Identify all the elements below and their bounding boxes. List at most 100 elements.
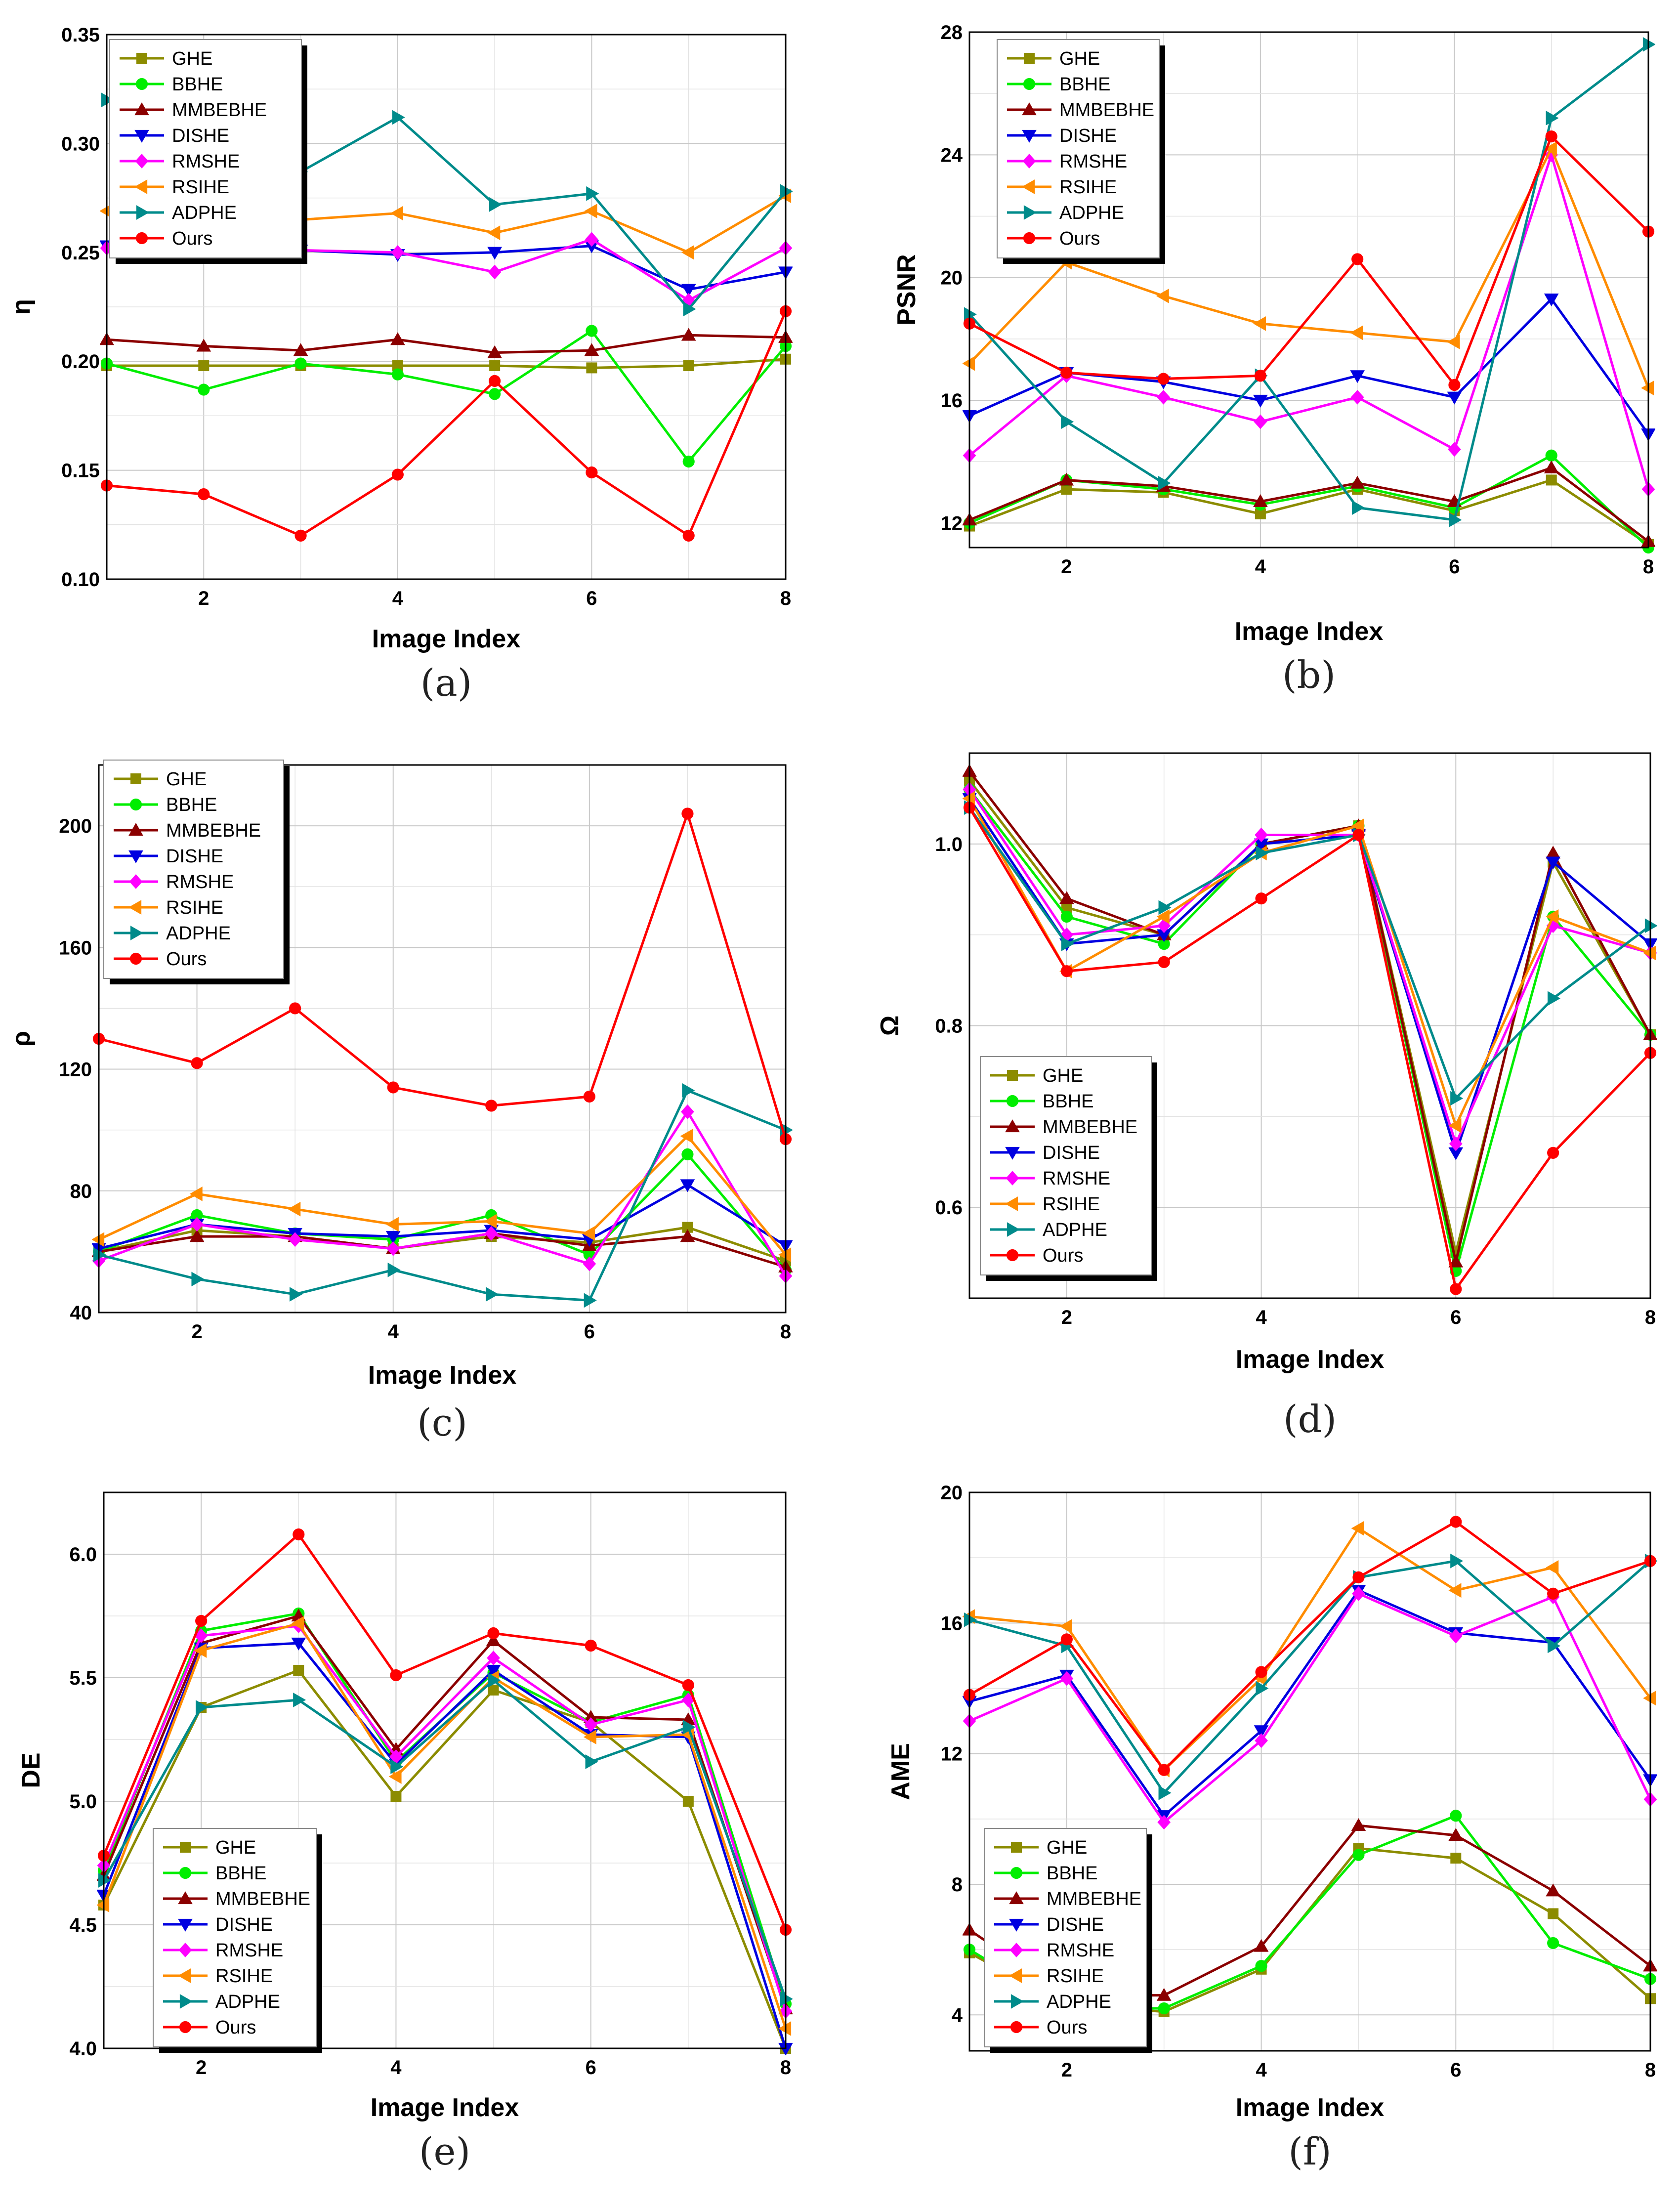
data-point-ours [1157, 373, 1170, 385]
x-tick-label: 4 [392, 588, 404, 609]
x-tick-label: 8 [1645, 2059, 1656, 2081]
legend-label-bbhe: BBHE [1047, 1863, 1097, 1884]
data-point-ours [1547, 1587, 1559, 1600]
data-point-rmshe [1254, 414, 1267, 429]
data-point-ours [294, 529, 307, 542]
x-tick-label: 6 [1450, 1307, 1461, 1328]
y-tick-label: 0.6 [935, 1197, 963, 1219]
series-line-rmshe [969, 1592, 1652, 1824]
data-point-rsihe [778, 1247, 792, 1262]
data-point-ghe [1450, 1853, 1462, 1864]
data-point-ours [586, 466, 598, 479]
data-point-mmbebhe [1059, 472, 1074, 486]
data-point-adphe [390, 1759, 404, 1774]
series-line-ghe [969, 478, 1649, 546]
panel-caption: (e) [419, 2129, 470, 2173]
x-tick-label: 2 [196, 2057, 207, 2079]
data-point-rmshe [1060, 1671, 1074, 1686]
data-point-ours [289, 1002, 301, 1015]
data-point-ours [1352, 1571, 1365, 1583]
data-point-ghe [293, 1665, 304, 1676]
legend-label-rmshe: RMSHE [1043, 1168, 1110, 1189]
data-point-ours [1158, 956, 1170, 968]
legend-marker-mmbebhe [178, 1891, 193, 1905]
legend-label-rsihe: RSIHE [1043, 1194, 1100, 1215]
series-line-ghe [102, 1669, 787, 2049]
x-tick-label: 8 [780, 2057, 791, 2079]
data-point-ours [195, 1614, 208, 1627]
y-tick-label: 0.15 [61, 460, 100, 482]
data-point-ours [390, 1669, 402, 1682]
data-point-rmshe [389, 1749, 403, 1764]
data-point-bbhe [489, 388, 501, 400]
y-tick-label: 4.5 [69, 1914, 97, 1936]
legend-marker-rmshe [1009, 1943, 1023, 1957]
data-point-rsihe [385, 1217, 399, 1232]
legend-marker-bbhe [135, 78, 148, 90]
legend-label-rmshe: RMSHE [1059, 151, 1127, 172]
y-tick-label: 0.20 [61, 351, 100, 373]
data-point-adphe [191, 1272, 205, 1287]
series-line-ours [106, 310, 787, 537]
x-axis-label: Image Index [372, 625, 521, 653]
legend-marker-rmshe [1022, 154, 1036, 169]
data-point-adphe [196, 1700, 209, 1715]
data-point-ours [387, 1081, 399, 1094]
x-tick-label: 6 [586, 588, 597, 609]
y-axis-label: Ω [876, 1016, 904, 1036]
data-point-ours [1158, 1764, 1170, 1776]
data-point-ours [1255, 1666, 1267, 1678]
x-tick-label: 6 [1449, 556, 1460, 578]
data-point-bbhe [1352, 1849, 1365, 1861]
data-point-rsihe [1448, 1118, 1462, 1133]
legend-marker-bbhe [1023, 78, 1036, 90]
series-line-rsihe [968, 798, 1651, 1127]
data-point-bbhe [1545, 449, 1557, 462]
series-line-adphe [969, 1560, 1651, 1794]
series-line-ghe [98, 1226, 786, 1262]
series-line-rmshe [102, 1624, 787, 2012]
data-point-mmbebhe [583, 1710, 598, 1723]
data-point-bbhe [1060, 910, 1073, 923]
legend-label-rsihe: RSIHE [166, 897, 223, 918]
data-point-rmshe [1255, 1733, 1268, 1748]
data-point-ghe [198, 360, 210, 372]
series-line-rmshe [968, 153, 1650, 490]
data-point-mmbebhe [196, 339, 211, 352]
legend-label-adphe: ADPHE [166, 923, 231, 944]
legend-label-mmbebhe: MMBEBHE [1043, 1117, 1137, 1138]
data-point-ours [1254, 370, 1266, 382]
data-point-mmbebhe [584, 343, 599, 356]
legend-label-ghe: GHE [215, 1837, 256, 1858]
data-point-adphe [1548, 991, 1560, 1006]
legend-label-mmbebhe: MMBEBHE [1059, 100, 1154, 121]
chart-panel-a: 2 4 6 8 0.10 0.15 0.20 0.25 0.30 0.35 Image Index η… [7, 24, 793, 705]
legend-marker-adphe [1010, 1994, 1024, 2009]
data-point-rsihe [1546, 1560, 1559, 1575]
data-point-mmbebhe [1546, 1883, 1560, 1897]
y-tick-label: 16 [941, 1612, 963, 1634]
legend-marker-adphe [1023, 205, 1037, 220]
x-tick-label: 2 [1061, 556, 1072, 578]
series-line-rmshe [98, 1110, 787, 1277]
legend-marker-ours [129, 952, 142, 965]
data-point-dishe [681, 284, 696, 297]
data-point-mmbebhe [1544, 460, 1559, 473]
data-point-ours [583, 1090, 595, 1103]
series-line-adphe [968, 43, 1649, 521]
legend-label-bbhe: BBHE [1059, 74, 1110, 95]
data-point-ours [682, 529, 695, 542]
data-point-bbhe [1450, 1810, 1462, 1822]
x-tick-label: 6 [584, 1321, 595, 1343]
data-point-mmbebhe [390, 332, 405, 345]
legend-label-rsihe: RSIHE [1047, 1966, 1104, 1987]
data-point-ours [1255, 892, 1267, 905]
data-point-adphe [682, 1083, 695, 1098]
data-point-rsihe [487, 225, 501, 240]
legend-label-rsihe: RSIHE [172, 177, 229, 198]
data-point-mmbebhe [681, 328, 696, 341]
data-point-rmshe [488, 264, 502, 280]
data-point-ours [485, 1100, 498, 1112]
x-axis-label: Image Index [1236, 2093, 1385, 2122]
series-line-adphe [98, 1089, 786, 1302]
